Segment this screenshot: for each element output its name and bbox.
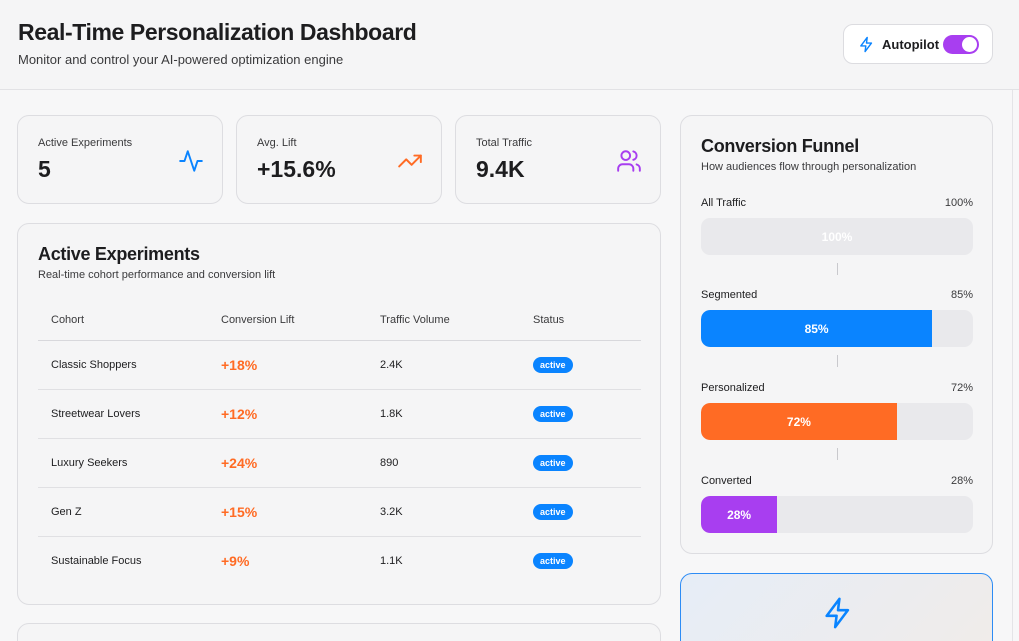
stat-card-total-traffic: Total Traffic 9.4K <box>455 115 661 204</box>
status-cell: active <box>533 438 641 488</box>
card-title: Conversion Funnel <box>701 136 859 156</box>
funnel-bar: 85% <box>701 310 933 347</box>
funnel-bar-track: 28% <box>701 496 973 533</box>
status-badge: active <box>533 503 573 520</box>
funnel-stage: Segmented 85% 85% <box>701 289 973 347</box>
cohort-cell: Classic Shoppers <box>38 340 221 390</box>
column-header[interactable]: Cohort <box>38 300 221 341</box>
stage-name: Segmented <box>701 289 758 301</box>
status-badge: active <box>533 454 573 471</box>
funnel-bar: 100% <box>821 229 853 244</box>
column-header[interactable]: Traffic Volume <box>380 300 533 341</box>
card-subtitle: How audiences flow through personalizati… <box>701 161 917 173</box>
experiments-table: Cohort Conversion Lift Traffic Volume St… <box>38 300 641 585</box>
page-subtitle: Monitor and control your AI-powered opti… <box>18 52 344 67</box>
column-header[interactable]: Status <box>533 300 641 341</box>
column-header[interactable]: Conversion Lift <box>221 300 380 341</box>
stage-percent: 72% <box>950 382 973 394</box>
funnel-bar-track: 85% <box>701 310 973 347</box>
funnel-bar: 72% <box>701 403 897 440</box>
table-row[interactable]: Streetwear Lovers +12% 1.8K active <box>38 389 641 439</box>
stage-name: All Traffic <box>701 197 747 209</box>
status-cell: active <box>533 340 641 390</box>
table-row[interactable]: Sustainable Focus +9% 1.1K active <box>38 536 641 585</box>
traffic-cell: 3.2K <box>380 487 533 537</box>
cohort-cell: Streetwear Lovers <box>38 389 221 439</box>
lift-cell: +9% <box>221 552 250 569</box>
card-title: Active Experiments <box>38 244 200 264</box>
funnel-stage: All Traffic 100% 100% <box>701 197 973 255</box>
stage-percent: 100% <box>944 197 973 209</box>
secondary-card <box>17 623 661 641</box>
activity-icon <box>179 150 203 172</box>
table-header-row: Cohort Conversion Lift Traffic Volume St… <box>38 300 641 341</box>
lightning-icon <box>825 597 850 629</box>
lightning-icon <box>860 36 873 52</box>
table-row[interactable]: Luxury Seekers +24% 890 active <box>38 438 641 488</box>
lift-cell: +12% <box>221 389 380 439</box>
status-cell: active <box>533 389 641 439</box>
toggle-knob <box>962 37 977 52</box>
stat-value: 9.4K <box>476 156 525 182</box>
scrollbar-track[interactable] <box>1012 90 1013 641</box>
status-badge: active <box>533 552 573 569</box>
page-title: Real-Time Personalization Dashboard <box>18 19 417 45</box>
trending-up-icon <box>398 154 422 168</box>
cohort-cell: Sustainable Focus <box>51 554 142 567</box>
status-cell: active <box>533 536 641 585</box>
funnel-connector <box>837 263 838 275</box>
card-subtitle: Real-time cohort performance and convers… <box>38 269 276 281</box>
autopilot-control[interactable]: Autopilot <box>843 24 993 64</box>
stat-label: Avg. Lift <box>257 137 297 149</box>
conversion-funnel-card: Conversion Funnel How audiences flow thr… <box>680 115 993 554</box>
traffic-cell: 1.1K <box>380 554 403 567</box>
funnel-bar-track: 100% <box>701 218 973 255</box>
stat-card-active-experiments: Active Experiments 5 <box>17 115 223 204</box>
autopilot-label: Autopilot <box>882 36 940 52</box>
active-experiments-card: Active Experiments Real-time cohort perf… <box>17 223 661 605</box>
stage-percent: 85% <box>950 289 973 301</box>
stat-card-avg-lift: Avg. Lift +15.6% <box>236 115 442 204</box>
lift-cell: +24% <box>221 438 380 488</box>
stage-name: Personalized <box>701 382 765 394</box>
table-row[interactable]: Classic Shoppers +18% 2.4K active <box>38 340 641 390</box>
table-row[interactable]: Gen Z +15% 3.2K active <box>38 487 641 537</box>
cohort-cell: Luxury Seekers <box>38 438 221 488</box>
stat-label: Active Experiments <box>38 137 133 149</box>
funnel-bar-track: 72% <box>701 403 973 440</box>
stage-name: Converted <box>701 475 752 487</box>
autopilot-toggle[interactable] <box>943 35 979 54</box>
traffic-cell: 2.4K <box>380 340 533 390</box>
funnel-connector <box>837 448 838 460</box>
lift-cell: +15% <box>221 487 380 537</box>
status-badge: active <box>533 405 573 422</box>
page-header: Real-Time Personalization Dashboard Moni… <box>0 0 1019 90</box>
traffic-cell: 1.8K <box>380 389 533 439</box>
cohort-cell: Gen Z <box>38 487 221 537</box>
lift-cell: +18% <box>221 340 380 390</box>
funnel-stage: Personalized 72% 72% <box>701 382 973 440</box>
stage-percent: 28% <box>950 475 973 487</box>
status-cell: active <box>533 487 641 537</box>
ai-engine-card[interactable] <box>680 573 993 641</box>
users-icon <box>617 150 641 172</box>
stat-label: Total Traffic <box>476 137 533 149</box>
stat-value: 5 <box>38 156 51 182</box>
traffic-cell: 890 <box>380 438 533 488</box>
status-badge: active <box>533 356 573 373</box>
funnel-connector <box>837 355 838 367</box>
funnel-stage: Converted 28% 28% <box>701 475 973 533</box>
funnel-bar: 28% <box>701 496 778 533</box>
stat-value: +15.6% <box>257 156 336 182</box>
